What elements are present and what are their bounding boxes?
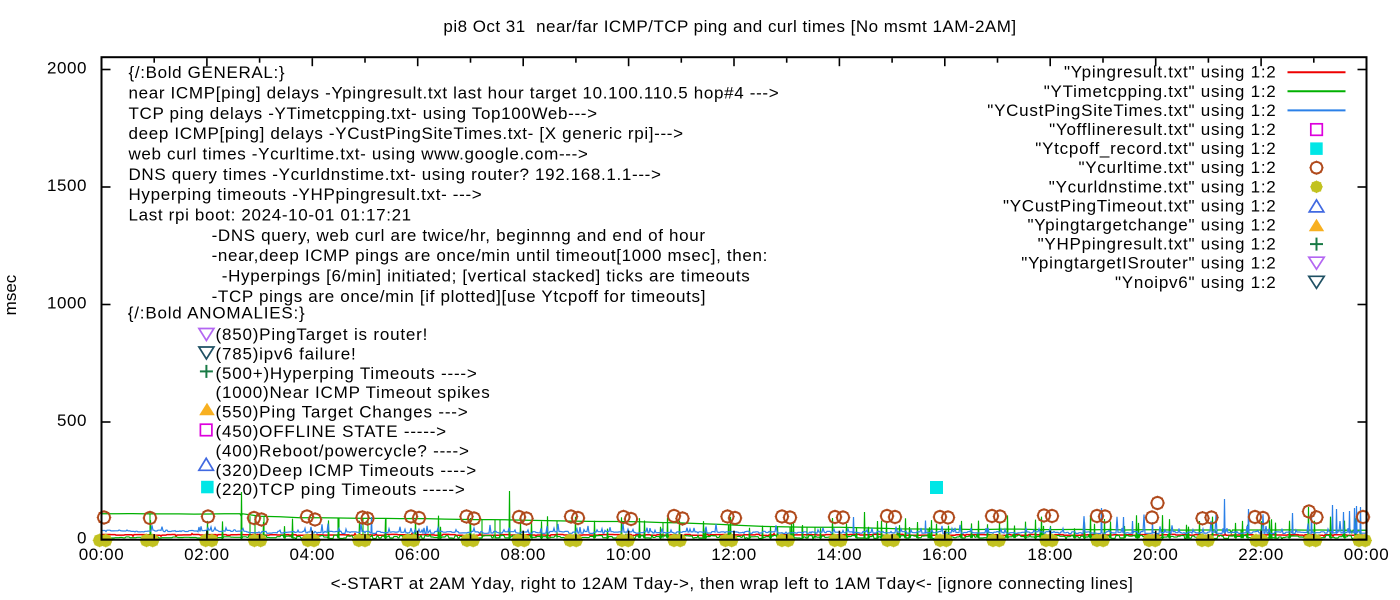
svg-text:00:00: 00:00 — [79, 545, 125, 564]
svg-text:04:00: 04:00 — [290, 545, 336, 564]
svg-text:10:00: 10:00 — [606, 545, 652, 564]
svg-text:"Ycurldnstime.txt" using 1:2: "Ycurldnstime.txt" using 1:2 — [1049, 177, 1277, 196]
svg-text:(850)PingTarget is router!: (850)PingTarget is router! — [216, 325, 429, 344]
svg-text:1500: 1500 — [47, 176, 87, 195]
svg-text:"Ynoipv6" using 1:2: "Ynoipv6" using 1:2 — [1115, 273, 1276, 292]
svg-text:web curl times -Ycurltime.txt-: web curl times -Ycurltime.txt- using www… — [128, 145, 589, 164]
svg-text:0: 0 — [77, 529, 87, 548]
svg-text:1000: 1000 — [47, 294, 87, 313]
svg-text:18:00: 18:00 — [1027, 545, 1073, 564]
svg-text:(320)Deep ICMP Timeouts ---->: (320)Deep ICMP Timeouts ----> — [216, 461, 477, 480]
svg-text:(450)OFFLINE STATE ----->: (450)OFFLINE STATE -----> — [216, 422, 447, 441]
svg-text:(1000)Near ICMP Timeout spikes: (1000)Near ICMP Timeout spikes — [216, 383, 491, 402]
svg-text:Hyperping timeouts -YHPpingres: Hyperping timeouts -YHPpingresult.txt- -… — [129, 185, 483, 204]
svg-text:-DNS query, web curl are twice: -DNS query, web curl are twice/hr, begin… — [212, 226, 706, 245]
svg-text:deep ICMP[ping] delays -YCustP: deep ICMP[ping] delays -YCustPingSiteTim… — [129, 124, 684, 143]
svg-text:msec: msec — [1, 274, 20, 315]
svg-text:"YpingtargetISrouter" using 1:: "YpingtargetISrouter" using 1:2 — [1021, 254, 1276, 273]
svg-text:00:00: 00:00 — [1344, 545, 1390, 564]
svg-text:"Ycurltime.txt" using 1:2: "Ycurltime.txt" using 1:2 — [1078, 158, 1276, 177]
svg-text:16:00: 16:00 — [922, 545, 968, 564]
svg-text:"YCustPingTimeout.txt" using 1: "YCustPingTimeout.txt" using 1:2 — [1003, 196, 1277, 215]
svg-text:08:00: 08:00 — [500, 545, 546, 564]
svg-text:DNS query times -Ycurldnstime.: DNS query times -Ycurldnstime.txt- using… — [129, 165, 662, 184]
svg-text:"YTimetcpping.txt" using 1:2: "YTimetcpping.txt" using 1:2 — [1044, 82, 1277, 101]
svg-text:"Ytcpoff_record.txt" using 1:2: "Ytcpoff_record.txt" using 1:2 — [1035, 139, 1276, 158]
svg-text:(220)TCP ping Timeouts ----->: (220)TCP ping Timeouts -----> — [216, 480, 466, 499]
svg-text:"Ypingtargetchange" using 1:2: "Ypingtargetchange" using 1:2 — [1027, 216, 1276, 235]
svg-text:{/:Bold ANOMALIES:}: {/:Bold ANOMALIES:} — [128, 304, 306, 323]
svg-text:"Yofflineresult.txt" using 1:2: "Yofflineresult.txt" using 1:2 — [1049, 120, 1276, 139]
svg-text:22:00: 22:00 — [1238, 545, 1284, 564]
svg-text:(400)Reboot/powercycle? ---->: (400)Reboot/powercycle? ----> — [216, 441, 470, 460]
svg-text:TCP ping delays -YTimetcpping.: TCP ping delays -YTimetcpping.txt- using… — [129, 104, 598, 123]
svg-text:-Hyperpings [6/min] initiated;: -Hyperpings [6/min] initiated; [vertical… — [222, 267, 751, 286]
svg-text:02:00: 02:00 — [184, 545, 230, 564]
svg-text:"YCustPingSiteTimes.txt" using: "YCustPingSiteTimes.txt" using 1:2 — [987, 101, 1276, 120]
svg-text:"Ypingresult.txt" using 1:2: "Ypingresult.txt" using 1:2 — [1064, 63, 1277, 82]
svg-text:06:00: 06:00 — [395, 545, 441, 564]
svg-text:Last rpi boot: 2024-10-01 01:1: Last rpi boot: 2024-10-01 01:17:21 — [129, 206, 412, 225]
svg-text:(500+)Hyperping Timeouts ---->: (500+)Hyperping Timeouts ----> — [216, 364, 478, 383]
svg-text:20:00: 20:00 — [1133, 545, 1179, 564]
svg-text:near ICMP[ping] delays -Ypingr: near ICMP[ping] delays -Ypingresult.txt … — [129, 83, 780, 102]
svg-text:-near,deep ICMP pings are once: -near,deep ICMP pings are once/min until… — [212, 246, 768, 265]
svg-text:2000: 2000 — [47, 59, 87, 78]
svg-text:{/:Bold GENERAL:}: {/:Bold GENERAL:} — [129, 63, 286, 82]
svg-text:<-START at 2AM Yday, right to: <-START at 2AM Yday, right to 12AM Tday-… — [331, 574, 1134, 593]
svg-text:"YHPpingresult.txt" using 1:2: "YHPpingresult.txt" using 1:2 — [1038, 235, 1277, 254]
svg-text:-TCP pings are once/min [if pl: -TCP pings are once/min [if plotted][use… — [212, 287, 706, 306]
svg-text:12:00: 12:00 — [711, 545, 757, 564]
svg-text:500: 500 — [57, 411, 87, 430]
svg-text:(550)Ping Target Changes --->: (550)Ping Target Changes ---> — [216, 403, 469, 422]
svg-text:14:00: 14:00 — [817, 545, 863, 564]
svg-text:(785)ipv6 failure!: (785)ipv6 failure! — [216, 344, 357, 363]
svg-text:pi8 Oct 31 near/far ICMP/TCP: pi8 Oct 31 near/far ICMP/TCP ping and cu… — [443, 17, 1016, 36]
